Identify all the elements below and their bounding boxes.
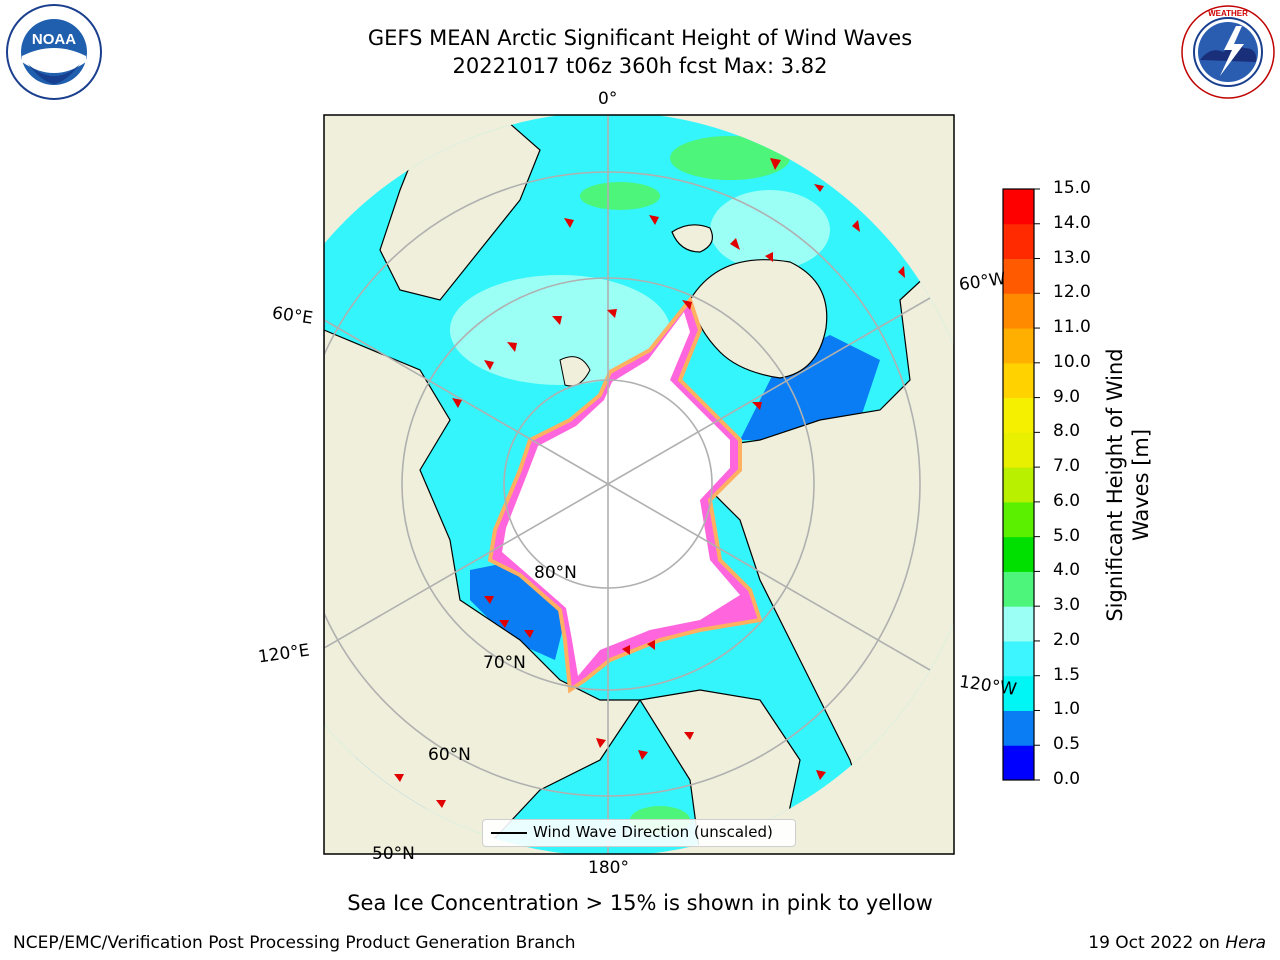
lon-label-0: 0° bbox=[598, 89, 618, 109]
colorbar-segment bbox=[1003, 745, 1034, 781]
chart-title: GEFS MEAN Arctic Significant Height of W… bbox=[367, 26, 913, 50]
colorbar-segment bbox=[1003, 189, 1034, 225]
land-iceland bbox=[671, 224, 713, 253]
sea-ice-note: Sea Ice Concentration > 15% is shown in … bbox=[347, 891, 933, 915]
colorbar-tick-label: 11.0 bbox=[1053, 317, 1091, 338]
colorbar-title-line2: Waves [m] bbox=[1129, 428, 1153, 542]
colorbar-tick-label: 4.0 bbox=[1053, 560, 1081, 581]
colorbar-tick-label: 12.0 bbox=[1053, 282, 1091, 303]
colorbar-tick-label: 5.0 bbox=[1053, 525, 1081, 546]
sea-ice-pack bbox=[502, 312, 740, 676]
arrow bbox=[507, 342, 517, 352]
arrow bbox=[607, 309, 617, 318]
arrow bbox=[730, 238, 740, 250]
land-canada bbox=[689, 248, 954, 854]
credit-text: NCEP/EMC/Verification Post Processing Pr… bbox=[13, 933, 576, 953]
chart-subtitle: 20221017 t06z 360h fcst Max: 3.82 bbox=[452, 54, 828, 78]
arrow bbox=[596, 738, 606, 748]
colorbar-frame bbox=[1002, 188, 1035, 781]
colorbar-title-line1: Significant Height of Wind bbox=[1103, 348, 1127, 622]
lat-label-60n: 60°N bbox=[428, 745, 471, 765]
colorbar-segment bbox=[1003, 640, 1034, 677]
colorbar-tick-label: 10.0 bbox=[1053, 351, 1091, 372]
noaa-logo: NOAA bbox=[6, 4, 102, 100]
lat-label-50n: 50°N bbox=[372, 844, 415, 864]
svg-text:NOAA: NOAA bbox=[32, 31, 76, 48]
colorbar-tick-label: 6.0 bbox=[1053, 490, 1081, 511]
arrow bbox=[484, 596, 494, 604]
host-name: Hera bbox=[1225, 933, 1266, 953]
colorbar-segment bbox=[1003, 536, 1034, 572]
colorbar-tick-label: 1.0 bbox=[1053, 699, 1081, 720]
arrow bbox=[436, 800, 446, 808]
colorbar-tick-label: 14.0 bbox=[1053, 212, 1091, 233]
colorbar-segment bbox=[1003, 293, 1034, 329]
map-legend: Wind Wave Direction (unscaled) bbox=[482, 819, 796, 847]
colorbar-segment bbox=[1003, 223, 1034, 260]
arrow bbox=[752, 402, 762, 410]
colorbar-segment bbox=[1003, 328, 1034, 364]
arrow bbox=[765, 252, 773, 262]
arrow bbox=[647, 640, 655, 650]
colorbar-segment bbox=[1003, 432, 1034, 468]
colorbar-segment bbox=[1003, 571, 1034, 607]
lat-label-80n: 80°N bbox=[534, 563, 577, 583]
arrow bbox=[552, 316, 562, 325]
legend-label: Wind Wave Direction (unscaled) bbox=[533, 823, 773, 841]
waves-patch-norway bbox=[580, 182, 660, 210]
colorbar-segment bbox=[1003, 501, 1034, 538]
colorbar-segment bbox=[1003, 710, 1034, 746]
lon-label-180: 180° bbox=[588, 858, 629, 878]
arrow bbox=[649, 215, 659, 225]
colorbar-tick-label: 1.5 bbox=[1053, 664, 1081, 685]
arrow bbox=[452, 398, 462, 408]
colorbar-tick-label: 8.0 bbox=[1053, 421, 1081, 442]
land-svalbard bbox=[559, 356, 591, 387]
land-greenland bbox=[689, 259, 828, 379]
wind-wave-arrows bbox=[394, 158, 905, 808]
colorbar-segment bbox=[1003, 606, 1034, 642]
arrow bbox=[816, 770, 826, 780]
colorbar-tick-label: 9.0 bbox=[1053, 386, 1081, 407]
svg-text:WEATHER: WEATHER bbox=[1208, 9, 1248, 18]
nws-logo: WEATHER bbox=[1181, 5, 1275, 99]
map-frame bbox=[323, 114, 955, 855]
legend-line-icon bbox=[491, 832, 527, 834]
arrow bbox=[852, 220, 860, 232]
colorbar-tick-label: 2.0 bbox=[1053, 629, 1081, 650]
arrow bbox=[484, 360, 494, 370]
colorbar-segment bbox=[1003, 397, 1034, 433]
colorbar-segment bbox=[1003, 467, 1034, 503]
colorbar-tick-label: 0.0 bbox=[1053, 769, 1081, 789]
arrow bbox=[770, 158, 781, 170]
waves-patch-north-atlantic bbox=[670, 136, 790, 180]
colorbar-tick-label: 0.5 bbox=[1053, 734, 1081, 755]
date-text: 19 Oct 2022 on Hera bbox=[1088, 933, 1266, 953]
arrow bbox=[499, 620, 509, 628]
arrow bbox=[564, 218, 574, 228]
colorbar-tick-label: 13.0 bbox=[1053, 247, 1091, 268]
colorbar-segment bbox=[1003, 362, 1034, 399]
arrow bbox=[524, 630, 534, 638]
lat-label-70n: 70°N bbox=[483, 653, 526, 673]
arrow bbox=[814, 184, 824, 192]
arrow bbox=[684, 732, 694, 740]
waves-low-baffin bbox=[740, 335, 880, 440]
arrow bbox=[898, 266, 905, 278]
land-alaska bbox=[639, 689, 801, 854]
arrow bbox=[682, 300, 692, 310]
arrow bbox=[394, 774, 404, 782]
arrow bbox=[638, 750, 648, 760]
colorbar-segment bbox=[1003, 258, 1034, 294]
colorbar-tick-label: 7.0 bbox=[1053, 456, 1081, 477]
colorbar bbox=[1003, 188, 1040, 781]
colorbar-tick-label: 3.0 bbox=[1053, 595, 1081, 616]
date-label: 19 Oct 2022 on bbox=[1088, 933, 1226, 953]
colorbar-segment bbox=[1003, 675, 1034, 711]
waves-patch-barents bbox=[450, 275, 670, 385]
arrow bbox=[622, 645, 630, 655]
colorbar-tick-label: 15.0 bbox=[1053, 178, 1091, 198]
